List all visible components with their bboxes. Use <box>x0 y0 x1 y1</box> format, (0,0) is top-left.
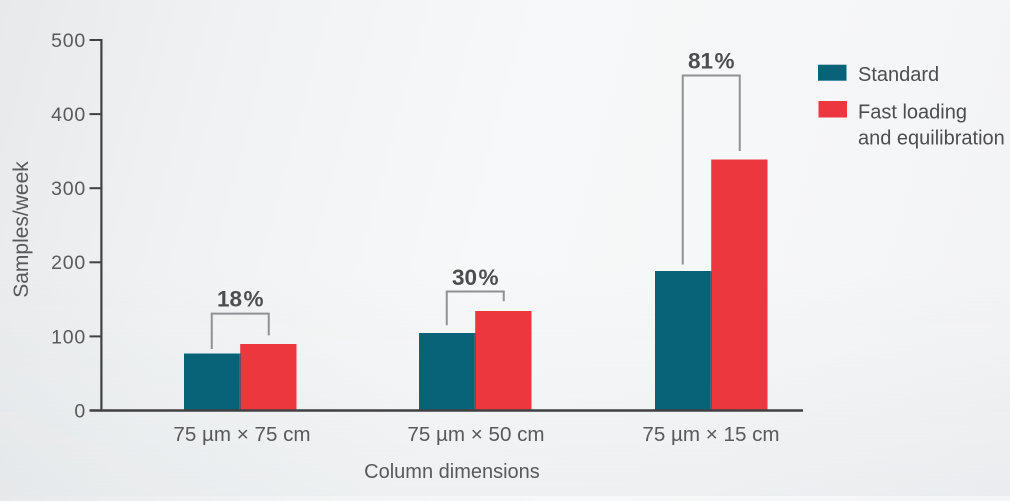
svg-text:Samples/week: Samples/week <box>10 161 33 298</box>
svg-text:75 µm × 50 cm: 75 µm × 50 cm <box>407 423 544 446</box>
svg-text:75 µm × 75 cm: 75 µm × 75 cm <box>173 423 310 446</box>
svg-text:75 µm × 15 cm: 75 µm × 15 cm <box>642 423 779 446</box>
svg-text:500: 500 <box>51 30 86 52</box>
svg-text:0: 0 <box>74 400 86 422</box>
svg-text:200: 200 <box>51 252 86 274</box>
svg-text:81%: 81% <box>688 49 735 74</box>
svg-text:30%: 30% <box>452 265 499 290</box>
svg-text:Standard: Standard <box>858 64 939 86</box>
svg-text:400: 400 <box>51 104 86 126</box>
svg-text:and equilibration: and equilibration <box>858 128 1005 150</box>
svg-text:Fast loading: Fast loading <box>858 102 967 124</box>
svg-text:Column dimensions: Column dimensions <box>364 461 540 483</box>
svg-text:18%: 18% <box>217 286 264 311</box>
svg-text:300: 300 <box>51 178 86 200</box>
svg-text:100: 100 <box>51 326 86 348</box>
